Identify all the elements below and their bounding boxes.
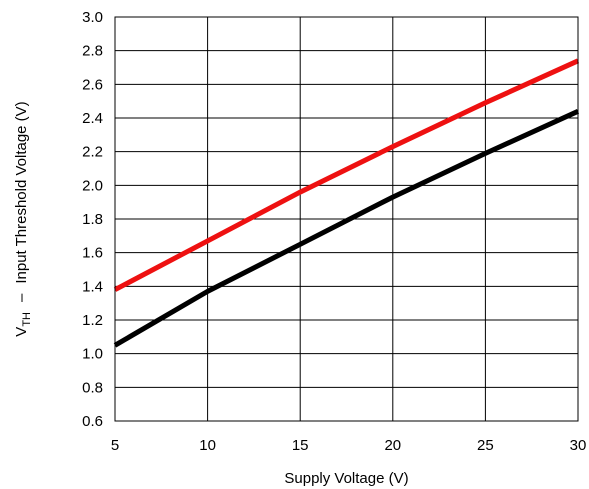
series-group: [113, 58, 580, 348]
y-tick-label: 1.4: [82, 278, 103, 295]
y-tick-label: 2.8: [82, 43, 103, 60]
y-axis-symbol: V: [13, 327, 30, 337]
x-tick-label: 15: [292, 437, 309, 454]
y-tick-label: 1.6: [82, 245, 103, 262]
y-tick-label: 1.8: [82, 211, 103, 228]
y-axis-separator: –: [13, 293, 30, 302]
x-axis-title: Supply Voltage (V): [284, 470, 408, 487]
y-tick-label: 0.6: [82, 413, 103, 430]
y-tick-label: 0.8: [82, 379, 103, 396]
y-tick-label: 2.4: [82, 110, 103, 127]
x-tick-label: 30: [570, 437, 587, 454]
y-tick-label: 3.0: [82, 9, 103, 26]
x-tick-label: 20: [384, 437, 401, 454]
y-tick-label: 2.6: [82, 76, 103, 93]
x-tick-label: 25: [477, 437, 494, 454]
y-tick-labels: 0.6 0.8 1.0 1.2 1.4 1.6 1.8 2.0 2.2 2.4 2.6 2.8 3.0: [82, 9, 103, 430]
x-tick-label: 5: [111, 437, 119, 454]
x-tick-label: 10: [199, 437, 216, 454]
plot-frame: [114, 16, 579, 422]
y-axis-title: VTH – Input Threshold Voltage (V): [13, 101, 33, 336]
y-tick-label: 1.2: [82, 312, 103, 329]
y-tick-label: 1.0: [82, 346, 103, 363]
y-axis-subscript: TH: [21, 312, 33, 327]
y-tick-label: 2.2: [82, 144, 103, 161]
series-line-2: [113, 109, 580, 348]
y-axis-text: Input Threshold Voltage (V): [13, 101, 30, 283]
x-tick-labels: 5 10 15 20 25 30: [111, 437, 587, 454]
series-line-1: [113, 58, 580, 292]
y-tick-label: 2.0: [82, 177, 103, 194]
